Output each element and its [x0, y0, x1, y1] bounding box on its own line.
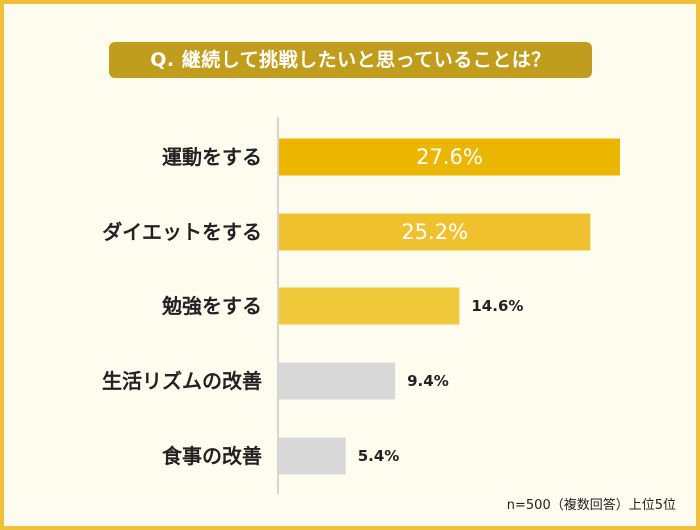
sample-note: n=500（複数回答）上位5位: [506, 498, 676, 513]
bars-layer: 運動をする 27.6% ダイエットをする 25.2% 勉強をする 14.6% 生活リズムの改…: [102, 138, 620, 475]
data-label: 25.2%: [401, 220, 468, 244]
category-label: 生活リズムの改善: [102, 369, 262, 393]
data-label: 9.4%: [407, 372, 449, 390]
category-label: 勉強をする: [161, 294, 262, 318]
chart-title: Q. 継続して挑戦したいと思っていることは？: [109, 42, 592, 78]
bar: [279, 138, 620, 176]
bar: [279, 213, 591, 251]
bar: [279, 437, 346, 475]
category-label: 食事の改善: [162, 444, 262, 468]
data-label: 14.6%: [471, 297, 523, 315]
category-label: 運動をする: [162, 145, 262, 169]
category-label: ダイエットをする: [102, 220, 262, 244]
bar: [279, 362, 396, 400]
data-label: 27.6%: [416, 145, 483, 169]
data-label: 5.4%: [358, 447, 400, 465]
bar: [279, 287, 460, 325]
